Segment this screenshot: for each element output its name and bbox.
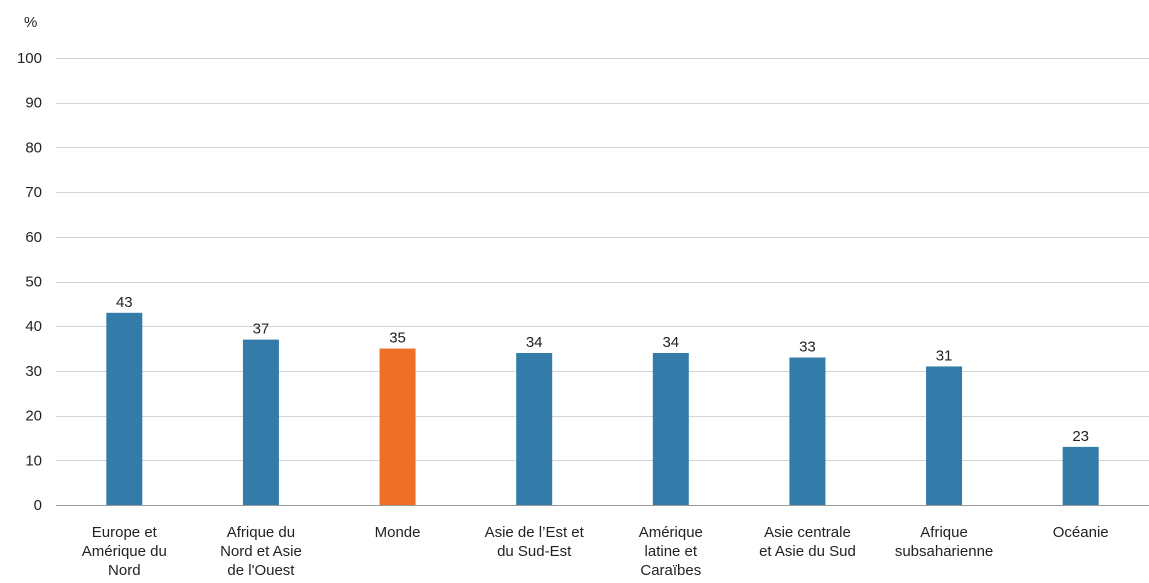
y-tick-label: 10	[25, 452, 42, 469]
bar	[379, 348, 416, 505]
category-label: latine et	[645, 543, 698, 560]
data-label: 34	[662, 334, 679, 351]
category-label: Monde	[375, 524, 421, 541]
data-label: 37	[253, 321, 270, 338]
y-tick-label: 70	[25, 184, 42, 201]
data-labels: 43 37 35 34 34 33 31 23	[116, 294, 1089, 445]
category-label: Afrique	[920, 524, 968, 541]
y-axis-ticks: 0 10 20 30 40 50 60 70 80 90 100	[17, 50, 42, 514]
category-label: Océanie	[1053, 524, 1109, 541]
data-label: 33	[799, 338, 816, 355]
gridlines	[56, 58, 1149, 506]
category-label: Asie centrale	[764, 524, 851, 541]
y-tick-label: 80	[25, 139, 42, 156]
data-label: 35	[389, 330, 406, 347]
x-axis-categories: Europe et Amérique du Nord Afrique du Nord e…	[82, 524, 1109, 579]
bar	[789, 357, 826, 505]
category-label: du Sud-Est	[497, 543, 572, 560]
category-label: Amérique	[639, 524, 703, 541]
category-label: Asie de l’Est et	[485, 524, 585, 541]
category-label: Nord	[108, 562, 141, 579]
bar	[926, 366, 963, 505]
category-label: de l'Ouest	[227, 562, 295, 579]
y-tick-label: 20	[25, 408, 42, 425]
data-label: 23	[1072, 428, 1089, 445]
y-tick-label: 60	[25, 229, 42, 246]
bar	[1062, 446, 1099, 505]
bar	[516, 353, 553, 505]
y-tick-label: 30	[25, 363, 42, 380]
data-label: 43	[116, 294, 133, 311]
category-label: et Asie du Sud	[759, 543, 856, 560]
category-label: Amérique du	[82, 543, 167, 560]
y-axis-unit-label: %	[24, 14, 37, 31]
bar	[242, 339, 279, 505]
y-tick-label: 0	[34, 497, 42, 514]
category-label: subsaharienne	[895, 543, 993, 560]
data-label: 34	[526, 334, 543, 351]
category-label: Europe et	[92, 524, 158, 541]
y-tick-label: 90	[25, 95, 42, 112]
category-label: Nord et Asie	[220, 543, 302, 560]
data-label: 31	[936, 347, 953, 364]
bar	[652, 353, 689, 505]
category-label: Caraïbes	[640, 562, 701, 579]
y-tick-label: 50	[25, 274, 42, 291]
bars	[106, 312, 1099, 505]
y-tick-label: 40	[25, 318, 42, 335]
bar	[106, 312, 143, 505]
y-tick-label: 100	[17, 50, 42, 67]
category-label: Afrique du	[227, 524, 295, 541]
